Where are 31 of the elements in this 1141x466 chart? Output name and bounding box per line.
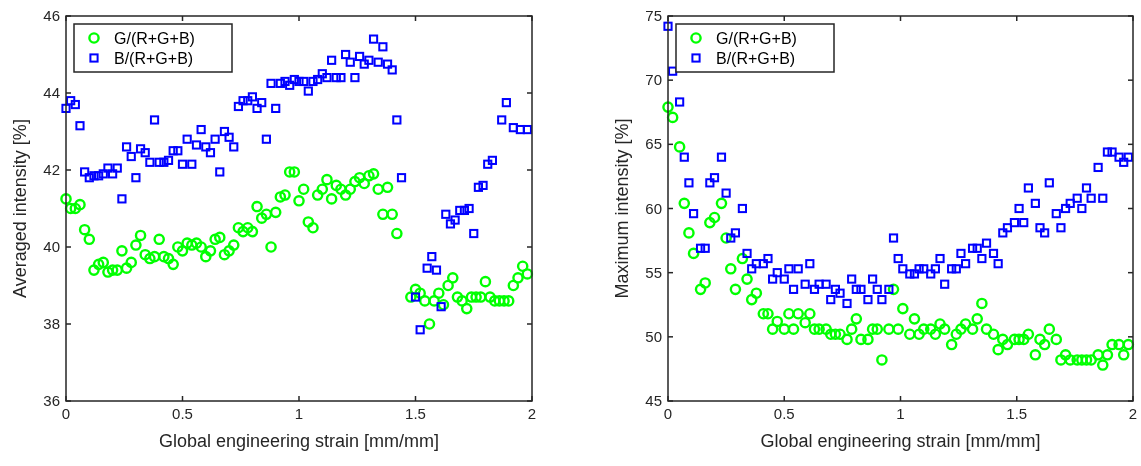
x-tick-label: 0	[61, 405, 71, 422]
y-tick-label: 65	[645, 135, 662, 153]
y-axis-title: Maximum intensity [%]	[612, 118, 632, 299]
x-tick-label: 1.5	[405, 405, 426, 422]
y-tick-label: 40	[43, 238, 60, 255]
legend-label: G/(R+G+B)	[114, 30, 195, 47]
y-tick-label: 45	[645, 392, 662, 409]
y-tick-label: 50	[645, 327, 662, 345]
x-tick-label: 1.5	[1006, 405, 1028, 422]
y-tick-label: 36	[43, 392, 60, 409]
x-tick-label: 0.5	[773, 405, 795, 422]
x-tick-label: 2	[527, 405, 537, 422]
x-tick-label: 0.5	[172, 405, 193, 422]
y-tick-label: 38	[43, 315, 60, 332]
x-tick-label: 2	[1128, 405, 1138, 422]
y-tick-label: 42	[43, 161, 60, 178]
y-tick-label: 70	[645, 71, 662, 89]
x-axis-title: Global engineering strain [mm/mm]	[760, 431, 1041, 451]
y-tick-label: 44	[43, 84, 60, 101]
legend-label: B/(R+G+B)	[114, 50, 194, 67]
x-axis-title: Global engineering strain [mm/mm]	[158, 431, 440, 451]
y-tick-label: 55	[645, 263, 662, 281]
y-axis-title: Averaged intensity [%]	[10, 119, 30, 298]
legend-label: B/(R+G+B)	[716, 50, 796, 67]
x-tick-label: 1	[294, 405, 304, 422]
x-tick-label: 1	[896, 405, 905, 422]
legend-label: G/(R+G+B)	[716, 30, 797, 47]
y-tick-label: 46	[43, 7, 60, 24]
y-tick-label: 60	[645, 199, 662, 217]
y-tick-label: 75	[645, 7, 662, 24]
x-tick-label: 0	[663, 405, 673, 422]
